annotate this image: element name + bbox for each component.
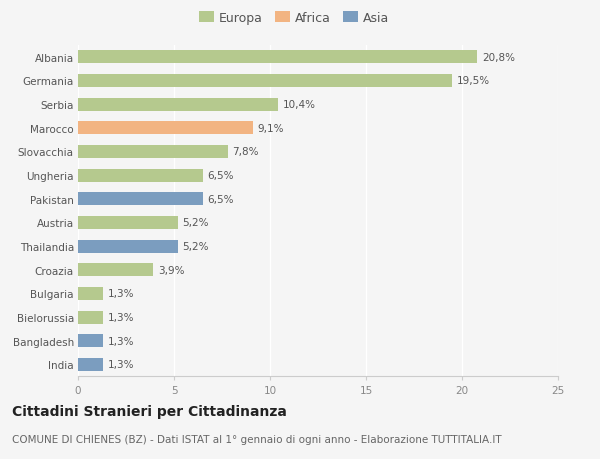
Bar: [78, 51, 478, 64]
Text: 20,8%: 20,8%: [482, 53, 515, 63]
Bar: [78, 217, 178, 230]
Bar: [78, 311, 103, 324]
Bar: [78, 240, 178, 253]
Text: 19,5%: 19,5%: [457, 76, 490, 86]
Bar: [78, 193, 203, 206]
Bar: [78, 98, 278, 112]
Text: 1,3%: 1,3%: [108, 336, 134, 346]
Text: Cittadini Stranieri per Cittadinanza: Cittadini Stranieri per Cittadinanza: [12, 404, 287, 418]
Bar: [78, 263, 153, 277]
Text: 6,5%: 6,5%: [208, 171, 234, 181]
Legend: Europa, Africa, Asia: Europa, Africa, Asia: [196, 9, 392, 27]
Bar: [78, 122, 253, 135]
Bar: [78, 287, 103, 300]
Text: 5,2%: 5,2%: [182, 218, 209, 228]
Text: 1,3%: 1,3%: [108, 289, 134, 299]
Bar: [78, 358, 103, 371]
Bar: [78, 335, 103, 347]
Text: 5,2%: 5,2%: [182, 241, 209, 252]
Text: 3,9%: 3,9%: [158, 265, 184, 275]
Text: 1,3%: 1,3%: [108, 359, 134, 369]
Bar: [78, 75, 452, 88]
Text: 9,1%: 9,1%: [257, 123, 284, 134]
Text: 6,5%: 6,5%: [208, 194, 234, 204]
Bar: [78, 146, 228, 159]
Text: 1,3%: 1,3%: [108, 313, 134, 322]
Text: 7,8%: 7,8%: [233, 147, 259, 157]
Bar: [78, 169, 203, 182]
Text: COMUNE DI CHIENES (BZ) - Dati ISTAT al 1° gennaio di ogni anno - Elaborazione TU: COMUNE DI CHIENES (BZ) - Dati ISTAT al 1…: [12, 434, 502, 444]
Text: 10,4%: 10,4%: [283, 100, 316, 110]
